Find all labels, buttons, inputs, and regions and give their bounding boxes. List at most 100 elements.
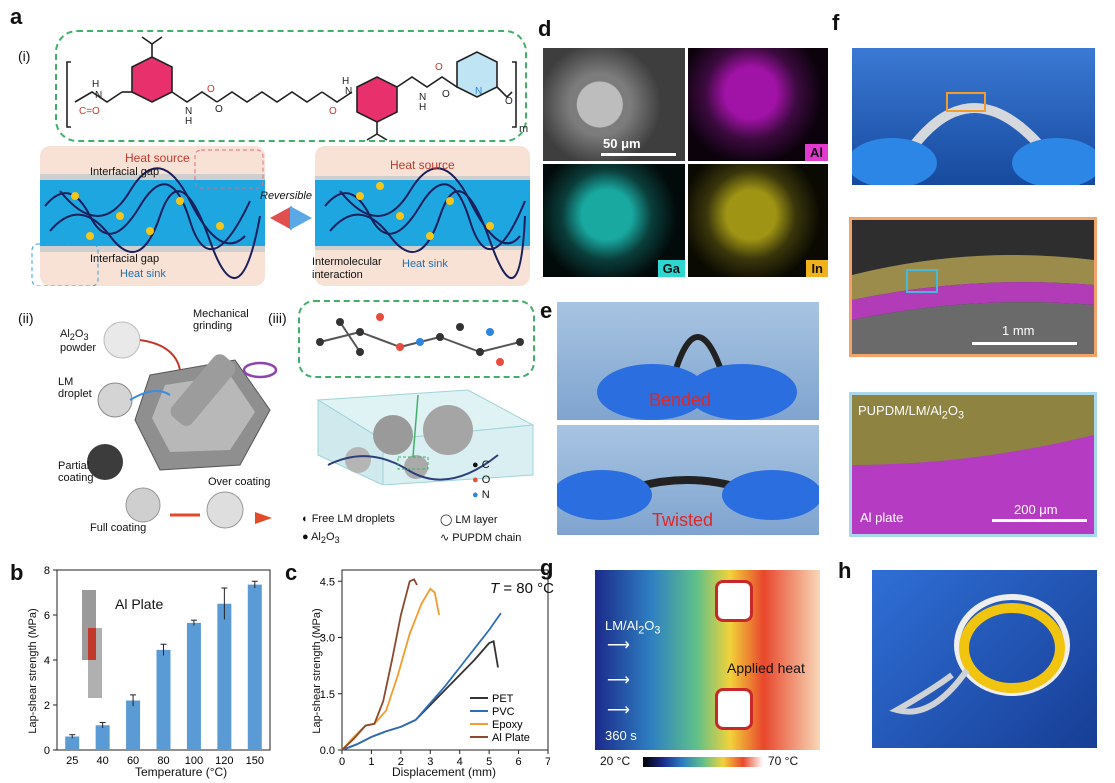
thermal-arrow-3: ⟶ bbox=[607, 702, 630, 719]
interfacial-gap-top: Interfacial gap bbox=[90, 166, 160, 178]
chart-c-ytick-label: 4.5 bbox=[320, 576, 335, 588]
sem-scale-label: 50 μm bbox=[603, 136, 641, 151]
chart-b-bar bbox=[186, 622, 201, 750]
thermal-arrow-2: ⟶ bbox=[607, 672, 630, 689]
chart-b-bar bbox=[95, 725, 110, 750]
heat-source-right: Heat source bbox=[390, 158, 455, 172]
applied-heat-label: Applied heat bbox=[727, 660, 805, 676]
chart-c-xtick-label: 0 bbox=[339, 756, 345, 768]
chart-b-ytick-label: 4 bbox=[44, 655, 50, 667]
svg-text:O: O bbox=[215, 104, 223, 115]
chart-c-xtick-label: 6 bbox=[516, 756, 522, 768]
panel-label-g: g bbox=[540, 555, 554, 580]
chart-b-ytick-label: 8 bbox=[44, 565, 50, 577]
chart-c-ytick-label: 3.0 bbox=[320, 633, 335, 645]
chart-b-xtick-label: 25 bbox=[66, 755, 78, 767]
legend-lm-layer: ◯ LM layer bbox=[440, 514, 498, 526]
legend-al2o3: ● Al2O3 bbox=[302, 531, 340, 546]
chart-b-ytick-label: 0 bbox=[44, 745, 50, 757]
chart-c-xtick-label: 1 bbox=[368, 756, 374, 768]
chart-c-ytick-label: 1.5 bbox=[320, 689, 335, 701]
sem-2-scale-bar bbox=[992, 519, 1087, 522]
chart-b-bar bbox=[65, 736, 80, 750]
sem-2-layer-label: PUPDM/LM/Al2O3 bbox=[858, 403, 964, 422]
chart-b-bar bbox=[247, 584, 262, 750]
svg-text:O: O bbox=[505, 96, 513, 107]
twisted-photo: Twisted bbox=[557, 425, 819, 535]
molecule-box bbox=[298, 300, 535, 378]
sub-label-ii: (ii) bbox=[18, 310, 34, 326]
chart-b-bar bbox=[156, 649, 171, 750]
panel-label-a: a bbox=[10, 4, 23, 29]
cross-section-sem-2: PUPDM/LM/Al2O3 Al plate 200 μm bbox=[849, 392, 1097, 537]
chart-b-ytick-label: 2 bbox=[44, 700, 50, 712]
chart-c-series-line bbox=[341, 640, 499, 751]
chart-c-ytick-label: 0.0 bbox=[320, 745, 335, 757]
svg-text:H: H bbox=[185, 116, 192, 127]
svg-text:O: O bbox=[442, 89, 450, 100]
over-coating-label: Over coating bbox=[208, 476, 271, 488]
sem-2-al-plate-label: Al plate bbox=[860, 510, 904, 525]
mechanical-grinding-label: Mechanical grinding bbox=[193, 308, 249, 332]
thermal-colorbar bbox=[643, 757, 763, 767]
colorbar-min: 20 °C bbox=[600, 754, 631, 768]
chart-b-ylabel: Lap-shear strength (MPa) bbox=[27, 608, 39, 734]
svg-text:N: N bbox=[419, 92, 426, 103]
chart-c-xtick-label: 7 bbox=[545, 756, 550, 768]
chart-b-xtick-label: 100 bbox=[185, 755, 203, 767]
sem-image: 50 μm bbox=[543, 48, 685, 161]
legend-o: ● O bbox=[472, 474, 491, 486]
twisted-label: Twisted bbox=[652, 510, 714, 530]
chart-b-xlabel: Temperature (°C) bbox=[135, 765, 228, 779]
sem-2-scale-label: 200 μm bbox=[1014, 502, 1058, 517]
thermal-lm-label: LM/Al2O3 bbox=[605, 618, 661, 637]
svg-text:H: H bbox=[419, 102, 426, 113]
cross-section-sem-1: 1 mm bbox=[849, 217, 1097, 357]
svg-text:H: H bbox=[92, 79, 99, 90]
chart-c-legend-label: Epoxy bbox=[492, 719, 523, 731]
chart-b-bar: 0 2 4 6 8 25 40 60 80 100 120 150 bbox=[44, 565, 271, 767]
intermolecular-label: Intermolecular bbox=[312, 256, 382, 268]
chart-c-ylabel: Lap-shear strength (MPa) bbox=[311, 608, 323, 734]
chart-c-xtick-label: 3 bbox=[427, 756, 433, 768]
chart-c-xlabel: Displacement (mm) bbox=[392, 765, 497, 779]
legend-pupdm-chain: ∿ PUPDM chain bbox=[440, 532, 522, 544]
thermal-image: LM/Al2O3 ⟶ ⟶ ⟶ Applied heat 360 s bbox=[595, 570, 820, 750]
sem-scale-bar bbox=[601, 153, 676, 156]
eds-ga-map: Ga bbox=[543, 164, 685, 277]
svg-text:N: N bbox=[475, 86, 482, 97]
chart-b-xtick-label: 80 bbox=[157, 755, 169, 767]
eds-in-map: In bbox=[688, 164, 828, 277]
heater-top bbox=[715, 580, 753, 622]
bended-label: Bended bbox=[649, 390, 712, 410]
interaction-label: interaction bbox=[312, 269, 363, 281]
svg-text:H: H bbox=[342, 76, 349, 87]
composite-box-diagram bbox=[298, 385, 535, 486]
svg-text:O: O bbox=[435, 62, 443, 73]
svg-text:N: N bbox=[95, 90, 102, 101]
svg-text:N: N bbox=[185, 106, 192, 117]
interfacial-gap-bottom: Interfacial gap bbox=[90, 253, 160, 265]
heat-sink-left: Heat sink bbox=[120, 268, 166, 280]
sub-label-i: (i) bbox=[18, 48, 31, 64]
lm-droplet-label: LM droplet bbox=[58, 376, 92, 400]
sub-label-iii: (iii) bbox=[268, 310, 287, 326]
chart-c-xtick-label: 4 bbox=[457, 756, 463, 768]
panel-label-d: d bbox=[538, 16, 552, 41]
sem-1-scale-label: 1 mm bbox=[1002, 323, 1035, 338]
bent-plate-photo bbox=[852, 48, 1095, 185]
svg-text:N: N bbox=[345, 86, 352, 97]
panel-label-e: e bbox=[540, 298, 553, 323]
svg-text:C=O: C=O bbox=[79, 106, 100, 117]
full-coating-label: Full coating bbox=[90, 522, 147, 534]
chart-b-xtick-label: 150 bbox=[246, 755, 264, 767]
chart-b-bar bbox=[126, 700, 141, 750]
chart-c-frame bbox=[341, 569, 549, 751]
panel-label-h: h bbox=[838, 558, 852, 583]
chart-c-xtick-label: 5 bbox=[486, 756, 492, 768]
subscript-m: m bbox=[519, 123, 528, 135]
chart-c-series-line bbox=[341, 578, 418, 751]
chart-c-xtick-label: 2 bbox=[398, 756, 404, 768]
